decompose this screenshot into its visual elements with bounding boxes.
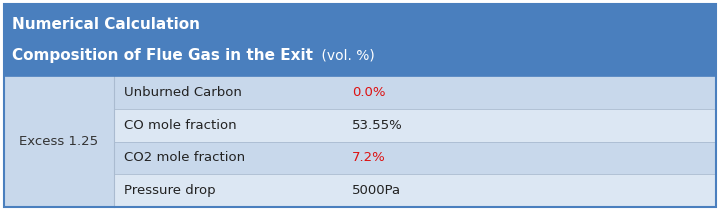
Text: (vol. %): (vol. %) xyxy=(317,49,374,63)
Text: 0.0%: 0.0% xyxy=(352,86,385,99)
Bar xyxy=(114,142,716,174)
Text: 7.2%: 7.2% xyxy=(352,151,386,164)
Text: 5000Pa: 5000Pa xyxy=(352,184,401,197)
Text: Excess 1.25: Excess 1.25 xyxy=(19,135,99,148)
Text: CO2 mole fraction: CO2 mole fraction xyxy=(124,151,245,164)
Bar xyxy=(114,174,716,207)
Text: Numerical Calculation: Numerical Calculation xyxy=(12,17,200,32)
Text: Composition of Flue Gas in the Exit: Composition of Flue Gas in the Exit xyxy=(12,48,313,63)
Text: Pressure drop: Pressure drop xyxy=(124,184,215,197)
Text: CO mole fraction: CO mole fraction xyxy=(124,119,237,132)
Text: Unburned Carbon: Unburned Carbon xyxy=(124,86,242,99)
Text: 53.55%: 53.55% xyxy=(352,119,402,132)
Bar xyxy=(114,109,716,142)
Bar xyxy=(4,4,716,76)
Bar xyxy=(114,76,716,109)
Bar xyxy=(4,76,114,207)
